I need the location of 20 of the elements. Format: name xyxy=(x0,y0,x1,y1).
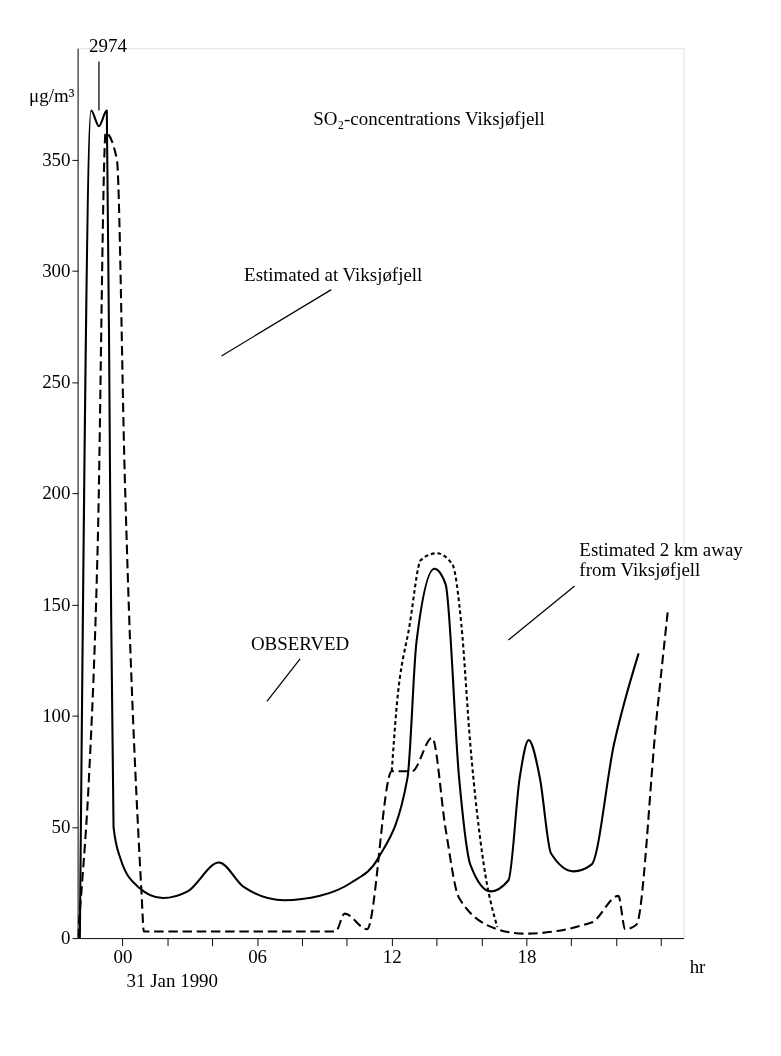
y-tick-label: 350 xyxy=(42,148,71,170)
text: 31 Jan 1990 xyxy=(126,970,219,992)
y-tick-label: 200 xyxy=(42,482,71,504)
text: SO₂-concentrations Viksjøfjell xyxy=(313,107,545,129)
y-tick-label: 50 xyxy=(51,816,71,838)
x-axis-title: hr xyxy=(689,955,707,977)
annotation: Estimated 2 km away from Viksjøfjell xyxy=(579,538,744,581)
y-axis-title: μg/m³ xyxy=(29,84,75,106)
annotation: 2974 xyxy=(89,35,128,57)
y-tick-label: 0 xyxy=(61,927,71,949)
annotation: OBSERVED xyxy=(250,633,350,655)
annotation: Estimated at Viksjøfjell xyxy=(244,264,423,286)
x-tick-label: 12 xyxy=(382,946,402,968)
y-tick-label: 100 xyxy=(42,704,71,726)
y-tick-label: 300 xyxy=(42,259,71,281)
x-tick-label: 06 xyxy=(248,946,268,968)
x-tick-label: 18 xyxy=(517,946,537,968)
x-tick-label: 00 xyxy=(113,946,133,968)
y-tick-label: 250 xyxy=(42,371,71,393)
y-tick-label: 150 xyxy=(42,593,71,615)
